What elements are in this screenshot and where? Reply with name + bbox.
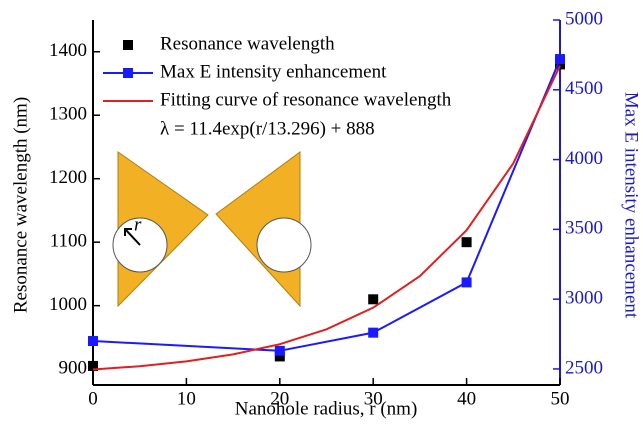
- marker: [88, 360, 98, 371]
- legend-label: Resonance wavelength: [160, 33, 335, 54]
- radius-label: r: [134, 214, 142, 235]
- marker: [274, 351, 285, 362]
- legend-label: Max E intensity enhancement: [160, 61, 387, 82]
- y2-tick-label: 3500: [565, 218, 603, 239]
- marker: [368, 294, 379, 305]
- y-tick-label: 900: [59, 357, 88, 378]
- inset-diagram: r: [112, 151, 312, 308]
- x-axis-label: Nanohole radius, r (nm): [235, 398, 418, 419]
- x-tick-label: 50: [551, 388, 570, 409]
- marker: [555, 54, 565, 65]
- y-tick-label: 1000: [49, 294, 87, 315]
- y-tick-label: 1300: [49, 104, 87, 125]
- formula: λ = 11.4exp(r/13.296) + 888: [160, 118, 375, 139]
- y-tick-label: 1200: [49, 167, 87, 188]
- x-tick-label: 0: [88, 388, 98, 409]
- marker: [461, 277, 472, 288]
- x-tick-label: 30: [364, 388, 383, 409]
- y2-tick-label: 4500: [565, 78, 603, 99]
- marker: [274, 345, 285, 356]
- y2-axis-label: Max E intensity enhancement: [621, 92, 642, 319]
- y2-tick-label: 2500: [565, 357, 603, 378]
- series-line: [92, 65, 561, 371]
- y2-tick-label: 3000: [565, 288, 603, 309]
- x-tick-label: 10: [177, 388, 196, 409]
- legend-label: Fitting curve of resonance wavelength: [160, 89, 452, 110]
- marker: [555, 59, 565, 70]
- y-tick-label: 1100: [50, 231, 87, 252]
- y-axis-label: Resonance wavelength (nm): [10, 97, 31, 313]
- marker: [88, 336, 98, 347]
- x-tick-label: 40: [457, 388, 476, 409]
- y2-tick-label: 4000: [565, 148, 603, 169]
- radius-arrow: [124, 228, 141, 246]
- arrow-head: [124, 228, 132, 236]
- x-tick-label: 20: [270, 388, 289, 409]
- legend-marker: [123, 68, 133, 78]
- legend-marker: [123, 40, 133, 50]
- y2-tick-label: 5000: [565, 8, 603, 29]
- marker: [461, 237, 472, 248]
- marker: [368, 327, 379, 338]
- y-tick-label: 1400: [49, 40, 87, 61]
- nanohole: [256, 217, 312, 273]
